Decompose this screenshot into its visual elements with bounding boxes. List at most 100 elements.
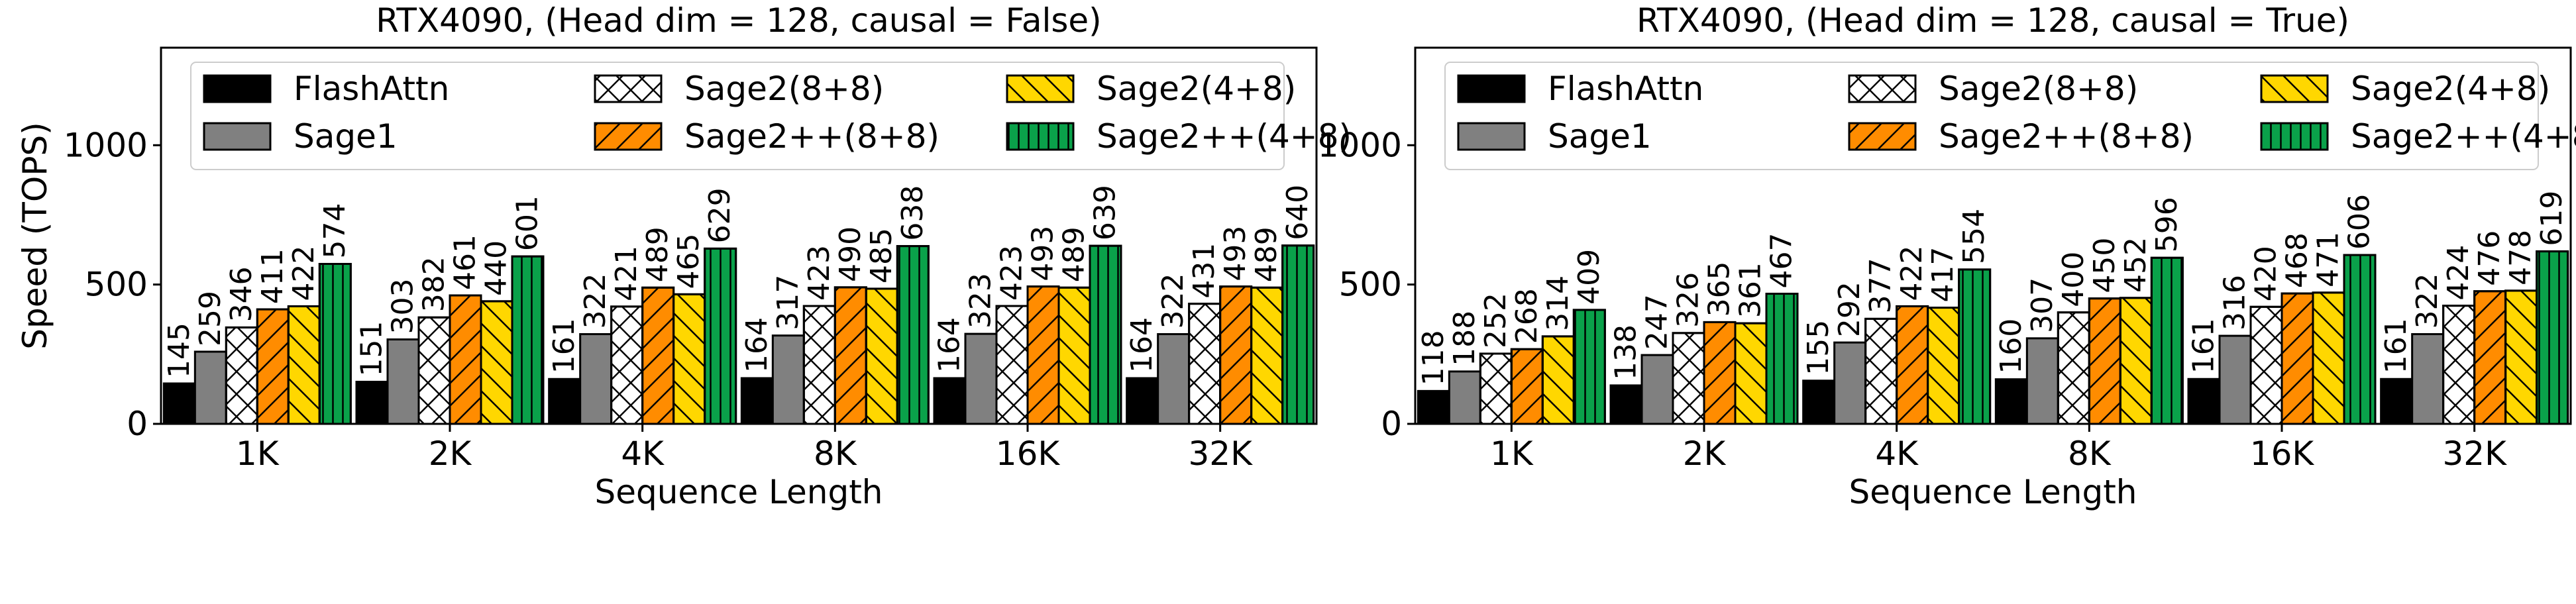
bar-value-label: 151: [355, 321, 389, 376]
bar-hatch: [833, 286, 867, 425]
bar: [1802, 379, 1836, 425]
bar-value-label: 247: [1640, 294, 1674, 350]
bar-value-label: 377: [1864, 258, 1898, 313]
bar-hatch: [1765, 293, 1799, 425]
bar-hatch: [1927, 307, 1960, 425]
bar-value-label: 493: [1026, 226, 1060, 281]
bar-hatch: [2312, 291, 2345, 425]
bar-value-label: 452: [2119, 237, 2153, 293]
bar-value-label: 422: [287, 245, 321, 301]
chart-panel-2: RTX4090, (Head dim = 128, causal = True)…: [1318, 1, 2576, 511]
y-axis-label: Speed (TOPS): [16, 122, 54, 349]
bar-hatch: [417, 316, 451, 425]
bar: [771, 334, 805, 425]
bar-value-label: 417: [1926, 247, 1960, 303]
x-tick-label: 4K: [621, 434, 665, 473]
bar: [1126, 377, 1159, 425]
bar-value-label: 314: [1541, 276, 1575, 331]
x-tick-label: 32K: [1188, 434, 1253, 473]
bar-value-label: 421: [610, 246, 643, 301]
legend-swatch-hatch: [2260, 74, 2329, 103]
bar-hatch: [995, 305, 1029, 425]
chart-title: RTX4090, (Head dim = 128, causal = True): [1637, 1, 2349, 40]
bar-value-label: 322: [2410, 274, 2444, 329]
legend-swatch-hatch: [1848, 74, 1917, 103]
bar-hatch: [704, 247, 737, 425]
bar: [2218, 334, 2252, 425]
legend-entry-label: Sage2(8+8): [684, 70, 884, 108]
legend-entry-label: Sage1: [294, 117, 398, 156]
bar-value-label: 490: [833, 226, 867, 282]
bar: [1417, 389, 1450, 425]
bar-value-label: 639: [1089, 185, 1122, 240]
bar-hatch: [896, 245, 930, 425]
bar-hatch: [256, 308, 290, 425]
bar-hatch: [2343, 254, 2377, 425]
y-tick-label: 500: [85, 266, 148, 304]
legend-entry-label: FlashAttn: [294, 70, 449, 108]
bar-hatch: [225, 326, 258, 425]
x-tick-label: 2K: [429, 434, 472, 473]
legend-swatch: [203, 74, 272, 103]
bar-value-label: 465: [672, 233, 706, 289]
bar-value-label: 423: [802, 245, 836, 301]
bar-value-label: 596: [2150, 197, 2184, 252]
x-tick-label: 8K: [814, 434, 857, 473]
legend-swatch-hatch: [1006, 122, 1075, 151]
bar-hatch: [480, 300, 513, 425]
legend-entry-label: Sage2++(4+8): [1097, 117, 1352, 156]
bar-hatch: [1089, 244, 1122, 425]
bar: [355, 380, 389, 425]
bar-hatch: [2504, 289, 2538, 425]
y-tick-label: 1000: [64, 126, 148, 164]
bar-hatch: [1219, 285, 1253, 425]
bar-hatch: [1864, 317, 1898, 425]
bar: [2025, 337, 2059, 425]
bar-value-label: 489: [1057, 226, 1091, 282]
bar-value-label: 252: [1479, 293, 1513, 348]
bar-hatch: [1188, 303, 1222, 425]
legend: FlashAttn Sage1 Sage2(8+8) Sage2++(8+8) Sage…: [190, 62, 1352, 170]
bar-hatch: [1057, 286, 1091, 425]
bar: [2411, 333, 2445, 425]
bar-hatch: [2057, 311, 2090, 425]
legend-swatch-hatch: [1848, 122, 1917, 151]
y-tick-label: 500: [1339, 266, 1402, 304]
bar-value-label: 489: [1250, 226, 1283, 282]
bar-value-label: 346: [225, 266, 258, 322]
bar-value-label: 629: [703, 187, 737, 243]
bar-value-label: 422: [1895, 245, 1929, 301]
bar-value-label: 601: [511, 195, 545, 251]
bar-hatch: [1281, 244, 1315, 425]
bar-hatch: [287, 305, 321, 425]
bar-value-label: 461: [449, 234, 482, 290]
legend-entry-label: Sage1: [1548, 117, 1652, 156]
bar-hatch: [1734, 322, 1768, 425]
bar-value-label: 382: [417, 256, 451, 312]
x-tick-label: 8K: [2068, 434, 2112, 473]
bar-value-label: 485: [865, 228, 898, 283]
x-tick-label: 16K: [2250, 434, 2315, 473]
bar: [1994, 378, 2028, 425]
bar-value-label: 450: [2088, 238, 2121, 293]
bar-hatch: [641, 286, 675, 425]
bar-value-label: 619: [2535, 191, 2569, 246]
bar-value-label: 307: [2025, 277, 2059, 333]
x-tick-label: 1K: [1490, 434, 1534, 473]
bar-value-label: 317: [771, 275, 805, 330]
bar-hatch: [318, 262, 352, 425]
legend-swatch: [1457, 122, 1526, 151]
bar-value-label: 292: [1833, 281, 1866, 337]
bar-value-label: 554: [1957, 209, 1991, 264]
bar: [1448, 370, 1481, 425]
bar-value-label: 440: [480, 240, 513, 296]
bar-value-label: 400: [2057, 252, 2090, 307]
legend-entry-label: Sage2(4+8): [1097, 70, 1296, 108]
bar-value-label: 322: [1156, 274, 1190, 329]
bar: [548, 377, 582, 425]
bar-value-label: 145: [162, 323, 196, 378]
bar-value-label: 409: [1572, 249, 1606, 305]
bar: [193, 350, 227, 425]
